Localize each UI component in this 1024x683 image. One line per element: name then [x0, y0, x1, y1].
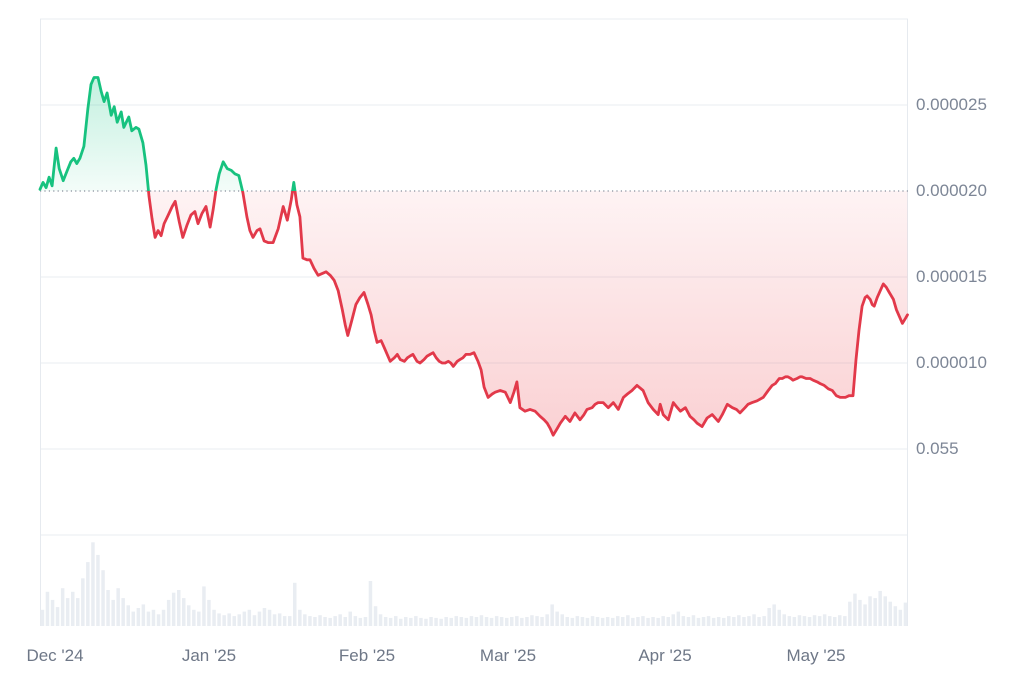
- x-tick: Dec '24: [26, 646, 84, 665]
- y-axis-label: 0.000015: [916, 267, 987, 286]
- x-tick: Apr '25: [638, 646, 692, 665]
- y-axis-label: 0.000025: [916, 95, 987, 114]
- y-axis-label: 0.000010: [916, 353, 987, 372]
- x-tick: Jan '25: [181, 646, 237, 665]
- price-line-down: [147, 191, 909, 437]
- x-tick: Mar '25: [479, 646, 537, 665]
- volume-bars: [40, 542, 908, 626]
- y-axis-label: 0.055: [916, 439, 959, 458]
- x-tick: May '25: [786, 646, 846, 665]
- y-axis-label: 0.000020: [916, 181, 987, 200]
- x-tick: Feb '25: [338, 646, 396, 665]
